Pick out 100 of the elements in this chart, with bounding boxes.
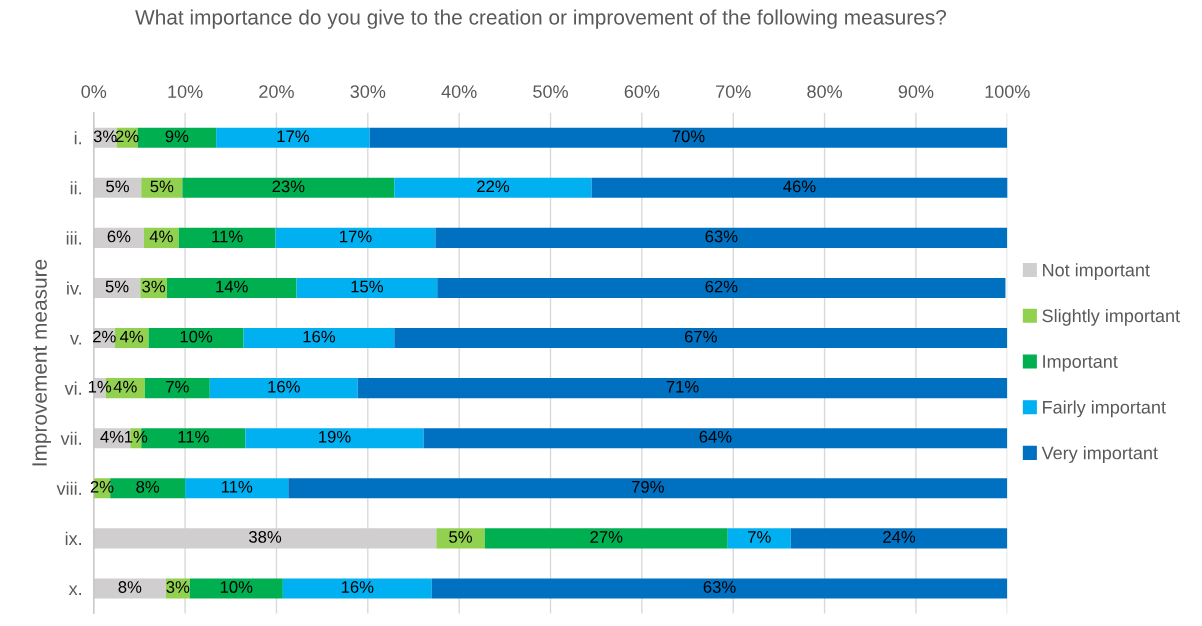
bar [484, 528, 728, 549]
data-label: 27% [590, 531, 623, 543]
x-tick-label: 0% [81, 85, 107, 98]
y-tick-label: iii. [66, 231, 81, 245]
bar [437, 277, 1006, 298]
bar [185, 478, 289, 499]
data-label: 16% [303, 330, 336, 343]
data-label: 22% [477, 180, 510, 193]
bar [93, 227, 144, 248]
x-tick-label: 50% [533, 85, 568, 98]
data-label: 6% [107, 230, 131, 243]
data-label: 4% [100, 430, 124, 443]
bar [144, 378, 210, 399]
y-tick-label: v. [69, 335, 81, 345]
data-label: 16% [268, 380, 300, 393]
data-label: 16% [341, 581, 374, 593]
bar [394, 177, 592, 198]
y-tick-label: x. [68, 585, 81, 595]
data-label: 79% [631, 480, 664, 493]
x-tick-label: 10% [168, 85, 203, 98]
bar [288, 478, 1008, 499]
data-label: 62% [705, 280, 738, 293]
data-label: 5% [105, 280, 129, 293]
x-tick-label: 20% [259, 85, 294, 98]
data-label: 11% [221, 481, 253, 493]
bar [209, 378, 358, 399]
data-label: 15% [351, 280, 383, 293]
bar [357, 378, 1008, 399]
data-label: 17% [277, 130, 309, 143]
bar [282, 578, 432, 599]
bar [245, 428, 424, 449]
data-label: 10% [220, 581, 253, 593]
bar [93, 177, 142, 198]
legend-label: Very important [1041, 446, 1158, 463]
bar [148, 328, 244, 349]
data-label: 67% [684, 330, 717, 343]
data-label: 24% [883, 531, 916, 543]
data-label: 14% [216, 280, 248, 293]
x-tick-label: 60% [624, 85, 660, 98]
data-label: 9% [165, 130, 189, 143]
bar [435, 227, 1008, 248]
data-label: 63% [705, 230, 738, 243]
legend-label: Slightly important [1042, 308, 1180, 326]
data-label: 11% [212, 230, 243, 243]
data-label: 17% [340, 230, 372, 243]
bar [189, 578, 283, 599]
x-tick-label: 40% [441, 85, 477, 98]
bar [243, 328, 395, 349]
data-label: 38% [249, 531, 282, 543]
data-label: 5% [150, 180, 174, 193]
data-label: 7% [748, 531, 771, 543]
y-tick-label: vii. [60, 431, 81, 445]
data-label: 7% [166, 380, 189, 393]
chart-title: What importance do you give to the creation or improvement of the following measures? [135, 9, 947, 29]
x-tick-label: 70% [716, 85, 751, 98]
y-axis-title: Improvement measure [32, 259, 52, 466]
bar [178, 227, 276, 248]
data-label: 10% [180, 330, 213, 343]
bar [436, 528, 485, 549]
data-label: 11% [178, 430, 209, 443]
data-label: 64% [699, 430, 732, 443]
bar [431, 578, 1008, 599]
data-label: 4% [120, 330, 144, 343]
bar [423, 428, 1008, 449]
bar [216, 127, 370, 148]
legend-label: Fairly important [1043, 400, 1166, 418]
bar [369, 127, 1008, 148]
data-label: 5% [106, 180, 129, 193]
y-tick-label: vi. [64, 381, 81, 395]
legend-label: Not important [1043, 263, 1150, 281]
y-tick-label: ix. [65, 531, 81, 545]
bar [591, 177, 1008, 198]
y-tick-label: ii. [70, 181, 81, 195]
data-label: 3% [142, 280, 166, 293]
bar [141, 177, 183, 198]
y-tick-label: i. [74, 131, 81, 145]
bar [394, 328, 1008, 349]
data-label: 3% [93, 130, 117, 143]
bar [296, 277, 438, 298]
bar [182, 177, 395, 198]
data-label: 3% [166, 581, 190, 593]
x-tick-label: 80% [807, 85, 842, 98]
data-label: 8% [118, 581, 142, 593]
data-label: 19% [319, 430, 351, 443]
data-label: 4% [149, 230, 173, 243]
data-label: 4% [113, 380, 137, 393]
legend-label: Important [1043, 355, 1118, 372]
bar [275, 227, 436, 248]
data-label: 23% [272, 180, 305, 193]
data-label: 8% [136, 480, 160, 493]
bar [137, 127, 217, 148]
bar [166, 277, 297, 298]
y-tick-label: iv. [67, 281, 81, 295]
x-tick-label: 90% [898, 85, 934, 98]
x-tick-label: 30% [350, 85, 386, 98]
data-label: 63% [703, 581, 736, 593]
data-label: 46% [783, 180, 816, 193]
y-tick-label: viii. [56, 481, 81, 495]
data-label: 5% [449, 531, 472, 543]
data-label: 71% [666, 380, 699, 393]
